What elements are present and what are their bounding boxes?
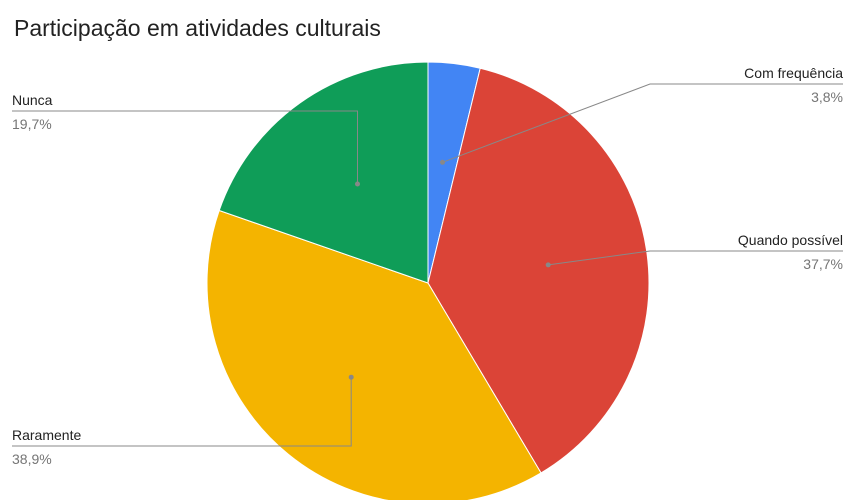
leader-lines (12, 83, 843, 447)
leader-line-com-frequencia (440, 83, 843, 165)
pie-slice-quando-possivel[interactable] (427, 67, 650, 474)
slice-label-quando-possivel: Quando possível (738, 232, 843, 248)
slice-labels: Com frequência 3,8% Quando possível 37,7% Ra… (12, 65, 843, 467)
pie-slice-nunca[interactable] (218, 61, 429, 284)
slice-label-nunca: Nunca (12, 92, 53, 108)
leader-line-nunca (12, 110, 360, 187)
pie-slice-raramente[interactable] (206, 209, 542, 500)
slice-percent-nunca: 19,7% (12, 116, 52, 132)
chart-title: Participação em atividades culturais (14, 15, 381, 41)
slice-percent-com-frequencia: 3,8% (811, 89, 843, 105)
slice-label-com-frequencia: Com frequência (744, 65, 843, 81)
slice-percent-raramente: 38,9% (12, 451, 52, 467)
leader-line-raramente (12, 374, 354, 447)
pie-slices (206, 61, 650, 500)
slice-label-raramente: Raramente (12, 427, 81, 443)
slice-percent-quando-possivel: 37,7% (803, 256, 843, 272)
leader-line-quando-possivel (545, 250, 843, 268)
